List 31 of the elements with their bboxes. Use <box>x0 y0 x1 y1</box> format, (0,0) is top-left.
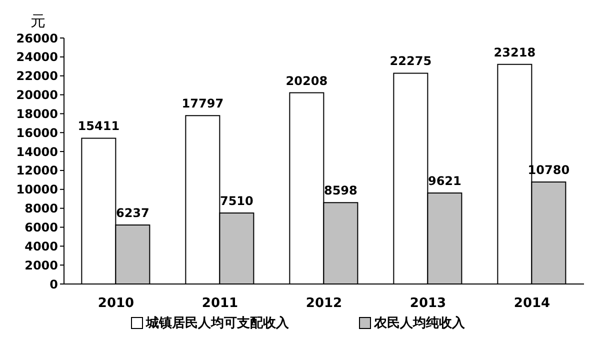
y-tick-label: 16000 <box>16 126 58 140</box>
legend-label: 农民人均纯收入 <box>372 314 465 332</box>
x-tick-label: 2012 <box>306 296 342 312</box>
y-tick-label: 26000 <box>16 31 58 46</box>
legend-label: 城镇居民人均可支配收入 <box>144 314 289 332</box>
y-tick-label: 14000 <box>16 144 58 159</box>
y-tick-label: 12000 <box>16 164 58 178</box>
y-tick-label: 2000 <box>24 258 58 272</box>
y-axis-title: 元 <box>30 12 46 30</box>
x-tick-label: 2011 <box>202 296 238 312</box>
data-label: 8598 <box>324 184 358 198</box>
y-tick-label: 18000 <box>16 106 58 121</box>
x-tick-label: 2014 <box>514 296 550 312</box>
data-label: 22275 <box>390 54 432 68</box>
data-label: 15411 <box>78 119 120 134</box>
data-label: 6237 <box>116 206 150 220</box>
y-tick-label: 0 <box>50 277 58 292</box>
x-tick-label: 2010 <box>98 296 134 312</box>
data-label: 17797 <box>182 96 224 111</box>
y-tick-label: 24000 <box>16 50 58 64</box>
y-tick-label: 20000 <box>16 88 58 102</box>
data-label: 20208 <box>286 74 328 88</box>
data-label: 7510 <box>220 194 254 208</box>
data-label: 23218 <box>494 45 536 60</box>
y-tick-label: 8000 <box>24 202 58 216</box>
y-tick-label: 4000 <box>24 239 58 254</box>
data-label: 9621 <box>428 174 462 188</box>
x-tick-label: 2013 <box>410 296 446 312</box>
y-tick-label: 6000 <box>24 220 58 234</box>
y-tick-label: 10000 <box>16 182 58 197</box>
y-tick-label: 22000 <box>16 69 58 84</box>
